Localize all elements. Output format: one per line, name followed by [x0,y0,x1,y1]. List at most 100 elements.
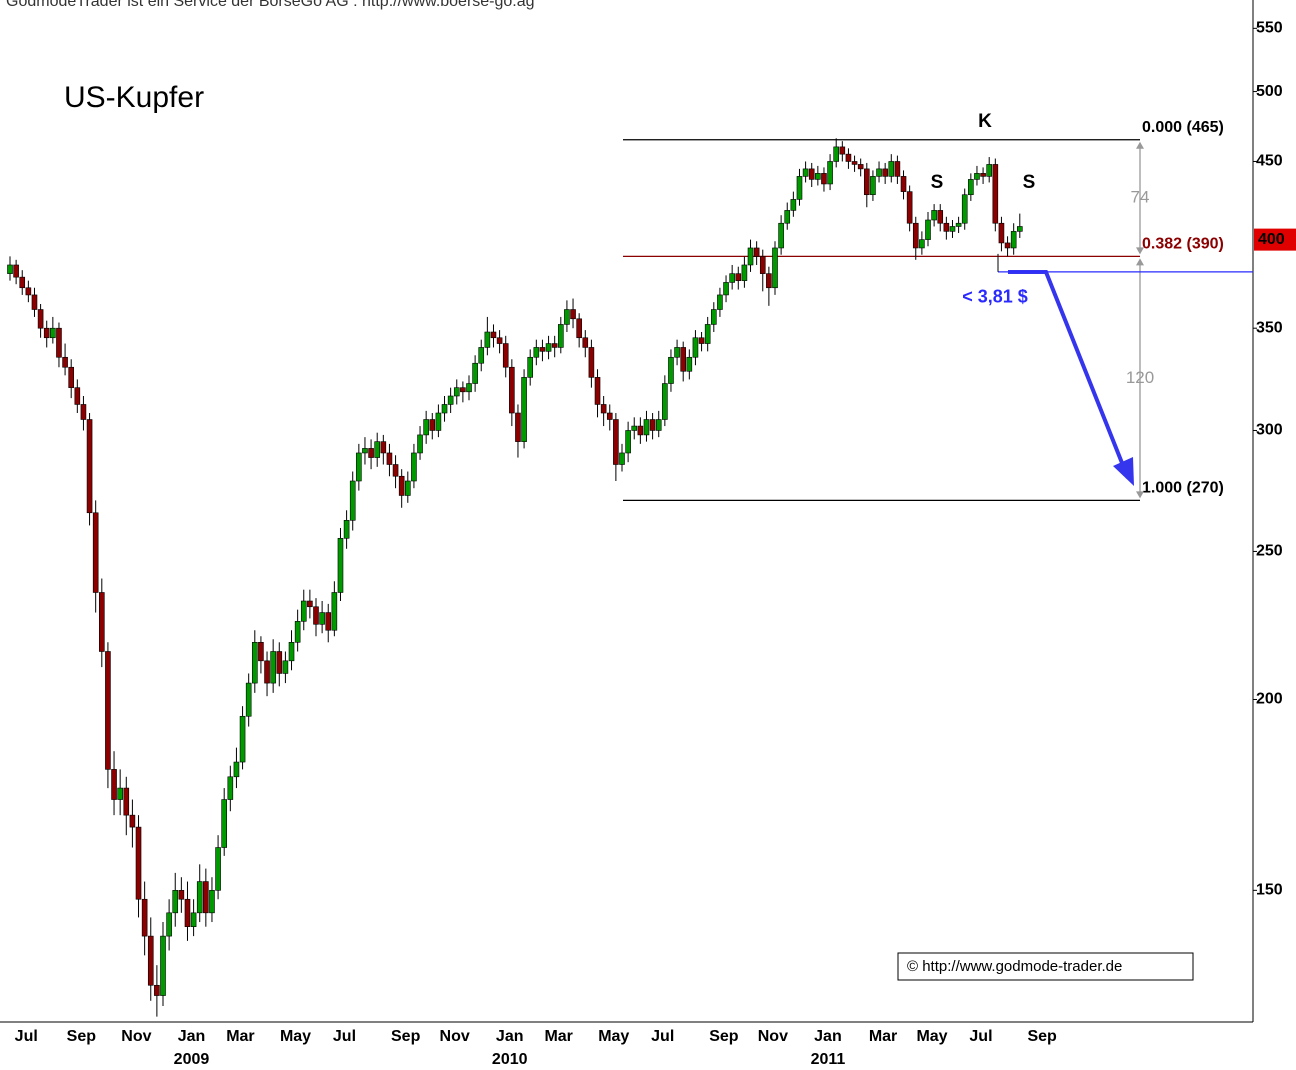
candle-body [453,387,460,397]
candle-body [882,168,888,177]
x-tick-label: Jul [969,1028,992,1045]
candle-body [796,176,803,200]
fib-label: 0.382 (390) [1142,236,1224,253]
candle-body [154,984,160,996]
x-tick-label: Sep [709,1028,739,1045]
candle-body [166,912,172,937]
candle-body [31,294,38,310]
candle-body [900,176,907,192]
x-tick-label: Jan [496,1028,524,1045]
candle-body [43,327,50,339]
candle-body [441,404,448,414]
candle-body [851,161,858,165]
candle-body [203,881,209,914]
candle-body [294,621,301,643]
arrow-head [1136,491,1144,499]
candle-body [515,412,521,442]
candle-body [172,890,179,914]
candle-body [741,264,748,281]
x-tick-label: Mar [869,1028,897,1045]
candle-body [496,337,503,344]
candle-body [857,164,864,170]
candle-body [362,448,368,454]
candle-body [184,898,191,928]
candle-body [300,600,307,622]
candle-body [876,168,882,177]
support-label: < 3,81 $ [962,287,1028,307]
candle-body [980,173,986,177]
candle-body [264,660,270,684]
x-tick-label: May [280,1028,311,1045]
candle-body [637,425,644,436]
candle-body [668,356,674,384]
candle-body [759,256,766,274]
candle-body [484,331,491,348]
candle-body [349,480,356,521]
candle-body [655,419,662,431]
candle-body [129,814,136,828]
x-tick-label: May [916,1028,947,1045]
y-tick-label: 150 [1256,882,1283,899]
y-tick-label: 550 [1256,20,1283,37]
candle-body [429,419,436,431]
fib-distance-label: 74 [1131,188,1150,207]
candle-body [92,512,99,593]
candle-body [557,324,564,348]
x-tick-label: Nov [758,1028,788,1045]
candle-body [845,153,852,162]
candle-body [423,419,429,436]
y-tick-label: 500 [1256,83,1283,100]
x-tick-label: Jan [178,1028,206,1045]
candle-body [105,651,111,770]
candle-body [827,161,833,185]
candle-body [239,715,246,763]
candle-body [986,164,993,177]
candle-body [680,347,687,372]
copyright: © http://www.godmode-trader.de [907,958,1122,975]
candle-body [955,222,962,227]
candle-body [600,404,607,414]
candle-body [594,377,601,405]
candle-body [196,881,203,914]
x-year-label: 2011 [811,1051,846,1068]
candle-body [686,356,693,372]
candle-body [698,337,705,344]
candle-body [252,642,258,684]
candle-body [392,464,399,477]
candle-body [460,387,466,393]
candle-body [931,210,937,221]
candle-body [784,210,791,224]
candle-body [949,226,956,232]
candle-body [808,168,815,180]
candle-body [527,356,534,378]
candle-body [398,475,405,496]
candle-body [356,452,362,482]
candle-body [331,592,338,631]
fib-label: 0.000 (465) [1142,119,1224,136]
arrow-head [1136,247,1144,255]
candle-body [863,168,870,196]
candle-body [998,222,1005,244]
candle-body [368,448,374,458]
candle-body [68,366,74,388]
candle-body [509,366,515,414]
candle-body [404,480,411,496]
copyright-box [897,952,1194,981]
candle-body [490,331,497,339]
candle-body [925,219,931,240]
candle-body [906,191,913,224]
candle-body [478,347,485,364]
candle-body [674,347,680,358]
candle-body [710,309,717,325]
candle-body [888,161,895,177]
chart-title: US-Kupfer [64,81,204,114]
candle-body [99,592,105,652]
candle-body [25,287,32,296]
x-tick-label: Sep [67,1028,97,1045]
candle-body [570,309,576,320]
candle-body [160,935,166,996]
candle-body [221,799,227,848]
x-tick-label: Jul [15,1028,38,1045]
candle-body [723,282,729,296]
candle-body [1004,242,1011,249]
